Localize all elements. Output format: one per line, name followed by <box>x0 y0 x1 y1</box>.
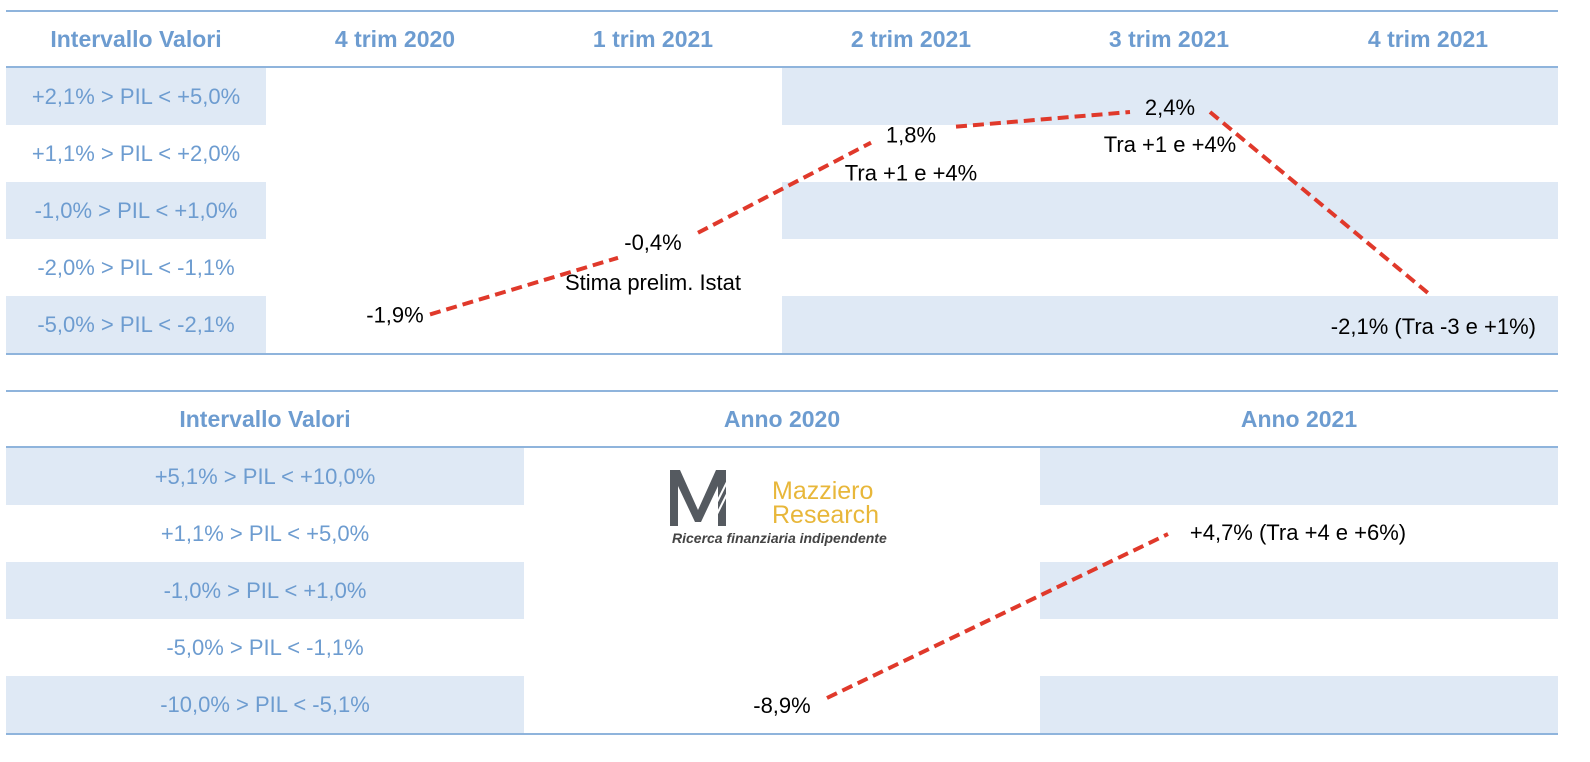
range-label: +5,1% > PIL < +10,0% <box>154 464 376 489</box>
quarterly-line-segment <box>955 110 1131 129</box>
table-row: +1,1% > PIL < +2,0% <box>6 125 1558 182</box>
header-anno-2020: Anno 2020 <box>723 406 841 432</box>
table-row: +5,1% > PIL < +10,0% <box>6 448 1558 505</box>
quarterly-header: Intervallo Valori 4 trim 2020 1 trim 202… <box>6 10 1558 68</box>
value-label: -8,9% <box>753 693 810 718</box>
header-anno-2021: Anno 2021 <box>1240 406 1358 432</box>
header-q2-2021: 2 trim 2021 <box>850 26 972 52</box>
logo-name-line1: Mazziero <box>772 477 874 505</box>
annotation-label: Tra +1 e +4% <box>1104 132 1236 157</box>
table-bottom-rule <box>6 733 1558 735</box>
range-label: -5,0% > PIL < -1,1% <box>166 635 364 660</box>
range-label: -1,0% > PIL < +1,0% <box>34 198 238 223</box>
header-q4-2021: 4 trim 2021 <box>1367 26 1489 52</box>
header-intervallo: Intervallo Valori <box>179 406 351 432</box>
range-label: +1,1% > PIL < +2,0% <box>31 141 241 166</box>
table-row: -5,0% > PIL < -1,1% <box>6 619 1558 676</box>
value-label: 2,4% <box>1145 95 1195 120</box>
logo-tagline: Ricerca finanziaria indipendente <box>672 530 887 546</box>
table-row: +2,1% > PIL < +5,0% <box>6 68 1558 125</box>
table-row: +1,1% > PIL < +5,0% <box>6 505 1558 562</box>
value-label: -1,9% <box>366 302 423 327</box>
annotation-label: Tra +1 e +4% <box>845 161 977 186</box>
value-label: -2,1% (Tra -3 e +1%) <box>1331 314 1536 339</box>
range-label: +1,1% > PIL < +5,0% <box>160 521 370 546</box>
logo-name-line2: Research <box>772 501 879 529</box>
value-label: +4,7% (Tra +4 e +6%) <box>1190 520 1406 545</box>
quarterly-line-segment <box>1208 110 1430 295</box>
annotation-label: Stima prelim. Istat <box>565 270 741 295</box>
quarterly-line-segment <box>429 255 619 317</box>
value-label: -0,4% <box>624 230 681 255</box>
range-label: -5,0% > PIL < -2,1% <box>37 312 235 337</box>
header-q4-2020: 4 trim 2020 <box>334 26 456 52</box>
table-bottom-rule <box>6 353 1558 355</box>
header-q1-2021: 1 trim 2021 <box>592 26 714 52</box>
annual-header: Intervallo Valori Anno 2020 Anno 2021 <box>6 390 1558 448</box>
range-label: -2,0% > PIL < -1,1% <box>37 255 235 280</box>
annual-line-segment <box>826 532 1169 700</box>
range-label: -1,0% > PIL < +1,0% <box>163 578 367 603</box>
quarterly-line-segment <box>697 140 872 235</box>
range-label: +2,1% > PIL < +5,0% <box>31 84 241 109</box>
table-row: -1,0% > PIL < +1,0% <box>6 562 1558 619</box>
table-row: -1,0% > PIL < +1,0% <box>6 182 1558 239</box>
mazziero-logo-mark-icon <box>670 467 741 528</box>
range-label: -10,0% > PIL < -5,1% <box>160 692 370 717</box>
header-intervallo: Intervallo Valori <box>50 26 222 52</box>
header-q3-2021: 3 trim 2021 <box>1108 26 1230 52</box>
table-row: -5,0% > PIL < -2,1% <box>6 296 1558 353</box>
value-label: 1,8% <box>886 123 936 148</box>
logo-name: Mazziero Research <box>772 477 952 529</box>
table-row: -10,0% > PIL < -5,1% <box>6 676 1558 733</box>
table-row: -2,0% > PIL < -1,1% <box>6 239 1558 296</box>
